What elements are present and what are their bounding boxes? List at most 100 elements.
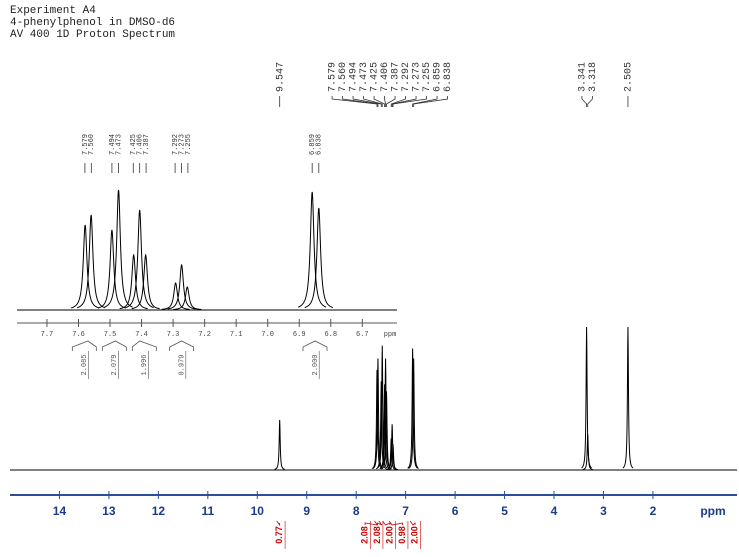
- x-tick-label: 7.5: [104, 331, 117, 339]
- peak-leader: [386, 96, 396, 107]
- peak: [582, 434, 593, 470]
- title-line: Experiment A4: [10, 5, 96, 17]
- integral-label: 0.98: [397, 526, 407, 544]
- integral-bracket: [169, 340, 195, 351]
- peak-label: 7.494: [349, 62, 360, 92]
- peak-label: 6.838: [443, 62, 454, 92]
- peak-leader: [352, 96, 382, 107]
- x-tick-label: 12: [152, 504, 166, 518]
- peak: [76, 214, 106, 309]
- peak: [274, 419, 285, 470]
- title-line: AV 400 1D Proton Spectrum: [10, 29, 175, 41]
- integral-label: 2.079: [111, 354, 119, 375]
- peak: [376, 345, 388, 469]
- peak-label: 3.341: [578, 62, 589, 92]
- integral-bracket: [409, 520, 416, 526]
- integral-bracket: [388, 520, 403, 526]
- peak-label: 7.560: [338, 62, 349, 92]
- peak: [387, 444, 399, 471]
- x-tick-label: 7.0: [261, 331, 274, 339]
- x-tick-label: 6.8: [324, 331, 337, 339]
- x-tick-label: 10: [251, 504, 265, 518]
- peak: [407, 348, 418, 469]
- peak: [297, 191, 327, 308]
- peak-label: 9.547: [275, 62, 286, 92]
- peak-leader: [412, 96, 438, 107]
- peak-label: 7.255: [422, 62, 433, 92]
- integral-label: 0.979: [178, 354, 186, 375]
- peak-label: 6.838: [316, 134, 324, 155]
- x-tick-label: 7.3: [167, 331, 180, 339]
- integral-label: 2.00: [384, 526, 394, 544]
- peak-label: 7.273: [178, 134, 186, 155]
- peak-label: 7.473: [359, 62, 370, 92]
- peak: [408, 358, 419, 469]
- x-tick-label: 7.6: [72, 331, 85, 339]
- x-tick-label: 8: [353, 504, 360, 518]
- peak-leader: [392, 96, 427, 107]
- integral-label: 2.00: [409, 526, 419, 544]
- peak-label: 7.387: [143, 134, 151, 155]
- peak-label: 7.406: [137, 134, 145, 155]
- x-tick-label: 2: [650, 504, 657, 518]
- peak-label: 7.406: [380, 62, 391, 92]
- peak-label: 7.292: [401, 62, 412, 92]
- peak: [70, 224, 100, 309]
- peak: [97, 229, 127, 309]
- peak-leader: [384, 96, 386, 107]
- peak: [131, 253, 160, 310]
- peak-leader: [390, 96, 406, 107]
- x-tick-label: 6: [452, 504, 459, 518]
- peak-label: 7.579: [328, 62, 339, 92]
- integral-bracket: [276, 520, 281, 527]
- integral-label: 1.996: [141, 354, 149, 375]
- peak: [161, 282, 190, 310]
- peak: [371, 369, 383, 470]
- peak: [581, 326, 592, 469]
- integral-bracket: [131, 340, 157, 351]
- integral-bracket: [302, 340, 328, 351]
- integral-label: 2.000: [312, 354, 320, 375]
- peak-label: 6.859: [309, 134, 317, 155]
- x-tick-label: 4: [551, 504, 558, 518]
- x-tick-label: 5: [501, 504, 508, 518]
- integral-label: 0.77: [274, 526, 284, 544]
- peak-label: 7.494: [109, 134, 117, 155]
- x-tick-label: 3: [600, 504, 607, 518]
- peak-label: 2.505: [624, 62, 635, 92]
- x-tick-label: 11: [201, 504, 214, 518]
- integral-label: 2.08: [372, 526, 382, 544]
- peak: [119, 253, 148, 310]
- peak-label: 7.560: [88, 134, 96, 155]
- peak-leader: [587, 96, 593, 107]
- integral-bracket: [382, 520, 391, 526]
- peak-label: 7.255: [185, 134, 193, 155]
- peak-leader: [331, 96, 378, 107]
- peak-leader: [342, 96, 379, 107]
- integral-label: 2.085: [81, 354, 89, 375]
- x-tick-label: 7.2: [198, 331, 211, 339]
- peak-label: 7.292: [172, 134, 180, 155]
- x-tick-label: 14: [53, 504, 67, 518]
- x-tick-label: 6.9: [293, 331, 306, 339]
- x-tick-label: 9: [303, 504, 310, 518]
- integral-bracket: [377, 520, 383, 526]
- peak: [167, 263, 196, 310]
- x-tick-label: 13: [102, 504, 116, 518]
- peak: [125, 209, 154, 309]
- x-axis-label: ppm: [700, 504, 725, 518]
- peak-label: 3.318: [588, 62, 599, 92]
- peak-label: 7.579: [82, 134, 90, 155]
- peak-leader: [363, 96, 383, 107]
- x-axis-label: ppm: [384, 331, 397, 339]
- peak-label: 7.273: [412, 62, 423, 92]
- integral-bracket: [101, 340, 127, 351]
- peak: [304, 207, 333, 309]
- integral-bracket: [71, 340, 97, 351]
- integral-label: 2.08: [359, 526, 369, 544]
- peak-leader: [373, 96, 386, 107]
- peak-label: 7.425: [130, 134, 138, 155]
- peak-label: 7.425: [370, 62, 381, 92]
